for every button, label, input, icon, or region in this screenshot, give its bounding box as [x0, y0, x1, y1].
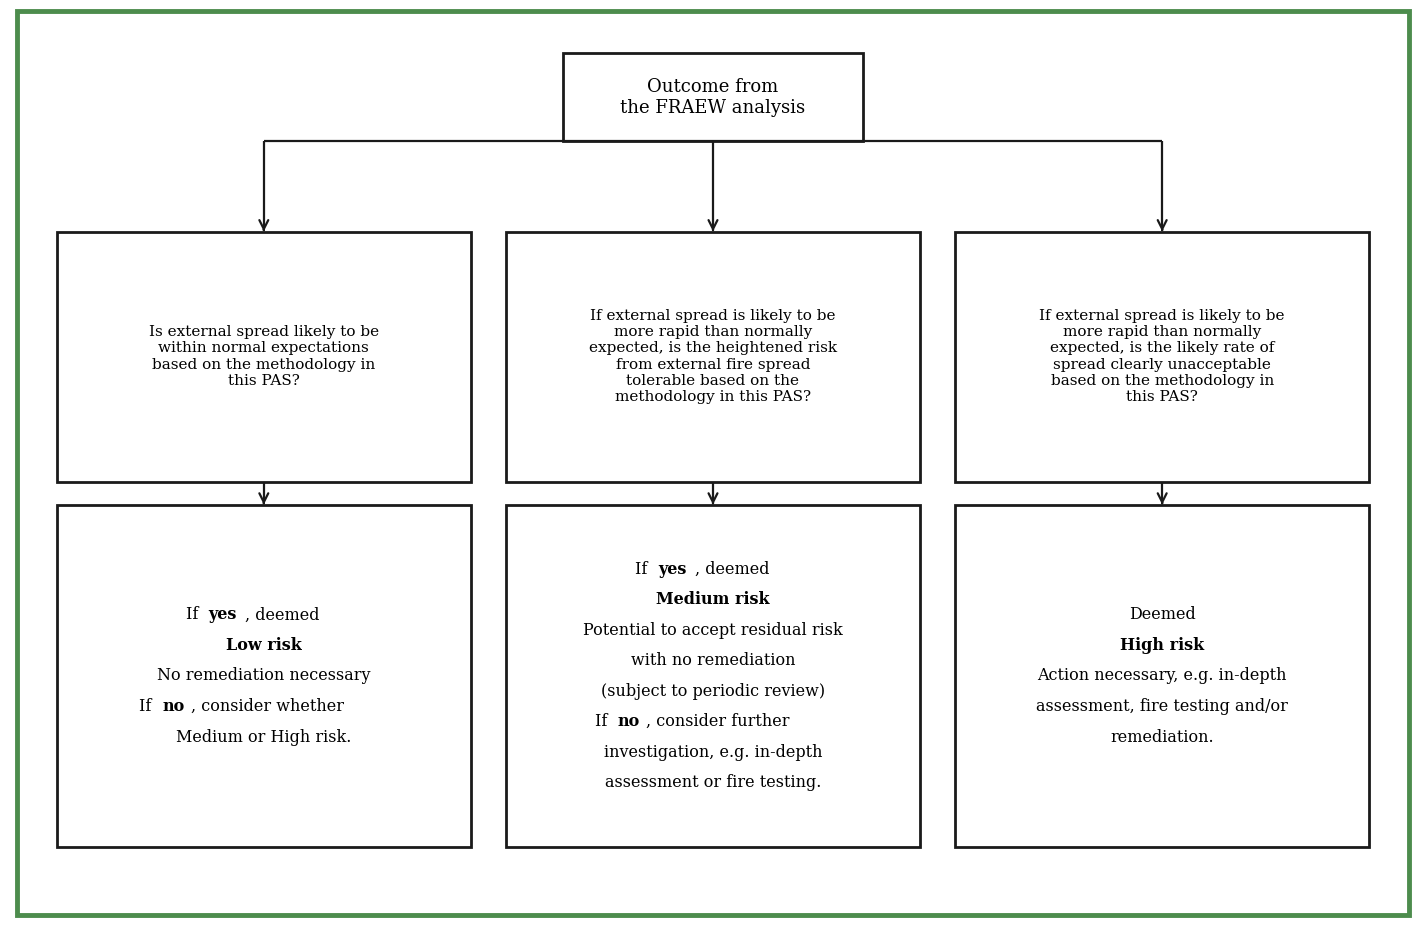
FancyBboxPatch shape — [563, 53, 863, 141]
Text: , consider further: , consider further — [646, 713, 790, 731]
Text: Is external spread likely to be
within normal expectations
based on the methodol: Is external spread likely to be within n… — [148, 325, 379, 388]
Text: assessment or fire testing.: assessment or fire testing. — [605, 774, 821, 792]
Text: Medium risk: Medium risk — [656, 591, 770, 608]
Text: If: If — [140, 698, 157, 715]
FancyBboxPatch shape — [506, 505, 920, 847]
FancyBboxPatch shape — [57, 232, 471, 482]
Text: Outcome from
the FRAEW analysis: Outcome from the FRAEW analysis — [620, 78, 806, 117]
Text: Medium or High risk.: Medium or High risk. — [177, 729, 351, 745]
Text: If: If — [595, 713, 612, 731]
FancyBboxPatch shape — [506, 232, 920, 482]
Text: , deemed: , deemed — [694, 560, 769, 578]
Text: no: no — [163, 698, 184, 715]
Text: (subject to periodic review): (subject to periodic review) — [600, 682, 826, 700]
Text: no: no — [617, 713, 640, 731]
Text: No remediation necessary: No remediation necessary — [157, 668, 371, 684]
Text: , consider whether: , consider whether — [191, 698, 344, 715]
Text: yes: yes — [208, 607, 237, 623]
Text: , deemed: , deemed — [245, 607, 319, 623]
Text: High risk: High risk — [1121, 637, 1204, 654]
Text: with no remediation: with no remediation — [630, 652, 796, 669]
Text: Action necessary, e.g. in-depth: Action necessary, e.g. in-depth — [1038, 668, 1286, 684]
Text: investigation, e.g. in-depth: investigation, e.g. in-depth — [603, 744, 823, 761]
Text: If external spread is likely to be
more rapid than normally
expected, is the lik: If external spread is likely to be more … — [1040, 309, 1285, 404]
Text: remediation.: remediation. — [1111, 729, 1214, 745]
Text: Potential to accept residual risk: Potential to accept residual risk — [583, 621, 843, 639]
Text: Low risk: Low risk — [225, 637, 302, 654]
Text: If: If — [187, 607, 204, 623]
Text: If external spread is likely to be
more rapid than normally
expected, is the hei: If external spread is likely to be more … — [589, 309, 837, 404]
Text: Deemed: Deemed — [1129, 607, 1195, 623]
FancyBboxPatch shape — [955, 232, 1369, 482]
FancyBboxPatch shape — [955, 505, 1369, 847]
FancyBboxPatch shape — [57, 505, 471, 847]
Text: assessment, fire testing and/or: assessment, fire testing and/or — [1037, 698, 1288, 715]
Text: yes: yes — [657, 560, 686, 578]
Text: If: If — [636, 560, 653, 578]
